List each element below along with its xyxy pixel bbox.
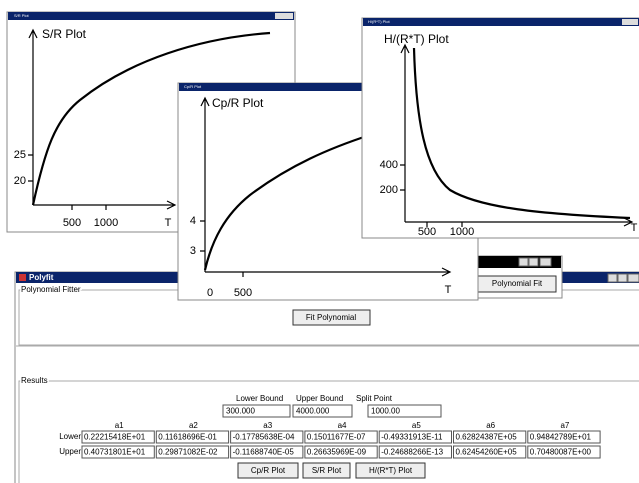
polyfit-window: Polyfit Polynomial Fitter Fit Polynomial… bbox=[15, 272, 639, 483]
app-icon bbox=[19, 274, 26, 281]
group-label: Results bbox=[21, 376, 48, 385]
x-axis-label: T bbox=[445, 284, 452, 296]
x-tick-label: 500 bbox=[418, 226, 436, 238]
maximize-button[interactable] bbox=[529, 258, 538, 266]
window-title: S/R Plot bbox=[14, 13, 30, 18]
plot-label: S/R Plot bbox=[42, 27, 87, 41]
button-label: H/(R*T) Plot bbox=[369, 466, 413, 475]
y-tick-label: 400 bbox=[380, 159, 398, 171]
row-label: Lower bbox=[59, 432, 81, 441]
plot-label: H/(R*T) Plot bbox=[384, 32, 449, 46]
y-tick-label: 20 bbox=[14, 175, 26, 187]
y-tick-label: 200 bbox=[380, 184, 398, 196]
window-title: Polyfit bbox=[29, 273, 54, 282]
cell-value: -0.17785638E-04 bbox=[233, 433, 295, 442]
button-label: Fit Polynomial bbox=[306, 313, 356, 322]
close-button[interactable] bbox=[628, 274, 639, 282]
row-label: Upper bbox=[59, 447, 81, 456]
field-value: 1000.00 bbox=[371, 407, 400, 416]
cell-value: 0.40731801E+01 bbox=[84, 448, 146, 457]
title-bar bbox=[8, 12, 294, 20]
cell-value: 0.26635969E-09 bbox=[307, 448, 367, 457]
column-header: a4 bbox=[338, 421, 347, 430]
group-label: Polynomial Fitter bbox=[21, 285, 81, 294]
cell-value: 0.62824387E+05 bbox=[456, 433, 518, 442]
field-label: Upper Bound bbox=[296, 394, 343, 403]
x-axis-label: T bbox=[631, 222, 638, 234]
column-header: a7 bbox=[560, 421, 569, 430]
plot-label: Cp/R Plot bbox=[212, 96, 264, 110]
cell-value: 0.15011677E-07 bbox=[307, 433, 366, 442]
window-title: Cp/R Plot bbox=[184, 84, 202, 89]
x-tick-label: 0 bbox=[207, 287, 213, 299]
cell-value: 0.70480087E+00 bbox=[530, 448, 592, 457]
y-tick-label: 4 bbox=[190, 215, 196, 227]
y-tick-label: 25 bbox=[14, 149, 26, 161]
button-label: Polynomial Fit bbox=[492, 279, 543, 288]
window-buttons[interactable] bbox=[275, 13, 293, 19]
cell-value: -0.49331913E-11 bbox=[381, 433, 443, 442]
field-value: 300.000 bbox=[226, 407, 255, 416]
x-tick-label: 500 bbox=[234, 287, 252, 299]
maximize-button[interactable] bbox=[618, 274, 627, 282]
column-header: a3 bbox=[263, 421, 272, 430]
button-label: S/R Plot bbox=[312, 466, 342, 475]
column-header: a1 bbox=[115, 421, 124, 430]
x-axis-label: T bbox=[165, 217, 172, 229]
cell-value: 0.94842789E+01 bbox=[530, 433, 592, 442]
x-tick-label: 500 bbox=[63, 217, 81, 229]
column-header: a5 bbox=[412, 421, 421, 430]
cell-value: 0.22215418E+01 bbox=[84, 433, 146, 442]
minimize-button[interactable] bbox=[519, 258, 528, 266]
window-title: H/(R*T) Plot bbox=[368, 19, 390, 24]
close-button[interactable] bbox=[540, 258, 551, 266]
h-window: H/(R*T) Plot H/(R*T) Plot 400 200 500 10… bbox=[362, 18, 639, 238]
y-tick-label: 3 bbox=[190, 245, 196, 257]
field-value: 4000.000 bbox=[296, 407, 330, 416]
x-tick-label: 1000 bbox=[94, 217, 118, 229]
window-frame bbox=[362, 18, 639, 238]
field-label: Split Point bbox=[356, 394, 393, 403]
column-header: a2 bbox=[189, 421, 198, 430]
window-buttons[interactable] bbox=[622, 19, 638, 25]
cell-value: 0.62454260E+05 bbox=[456, 448, 518, 457]
title-bar bbox=[363, 18, 639, 26]
cell-value: -0.11688740E-05 bbox=[233, 448, 295, 457]
button-label: Cp/R Plot bbox=[251, 466, 286, 475]
cell-value: 0.11618696E-01 bbox=[158, 433, 217, 442]
screen: Polyfit Polynomial Fitter Fit Polynomial… bbox=[0, 0, 639, 483]
column-header: a6 bbox=[486, 421, 495, 430]
cell-value: -0.24688266E-13 bbox=[381, 448, 443, 457]
minimize-button[interactable] bbox=[608, 274, 617, 282]
field-label: Lower Bound bbox=[236, 394, 283, 403]
cell-value: 0.29871082E-02 bbox=[158, 448, 218, 457]
x-tick-label: 1000 bbox=[450, 226, 474, 238]
